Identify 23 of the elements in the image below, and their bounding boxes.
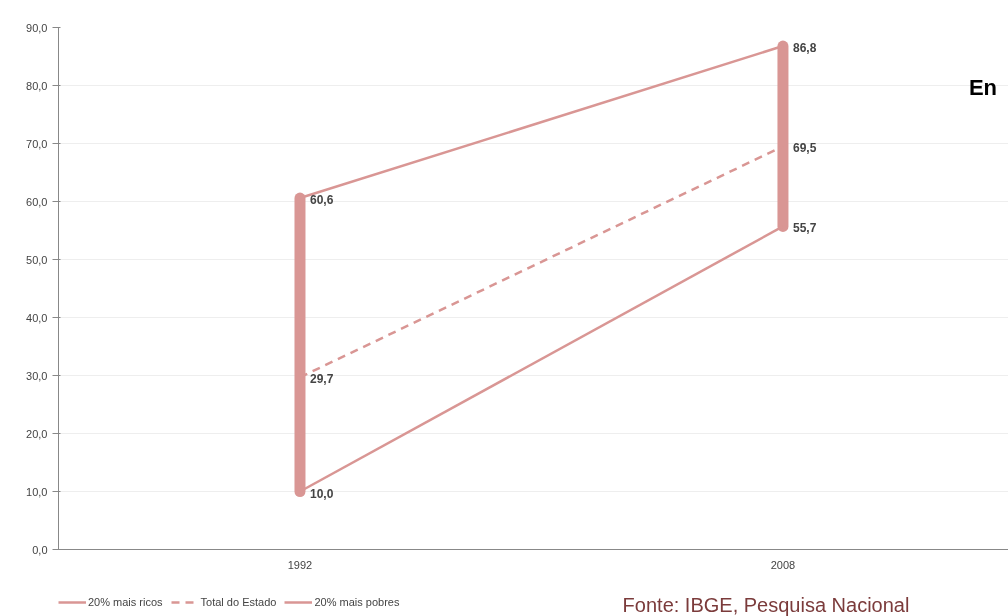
y-tick-label: 30,0 <box>26 369 48 382</box>
data-label: 55,7 <box>792 221 817 236</box>
legend-label: 20% mais ricos <box>88 596 163 608</box>
x-tick-label: 2008 <box>770 558 796 571</box>
data-label: 10,0 <box>309 486 334 501</box>
y-tick-label: 80,0 <box>26 79 48 92</box>
y-tick-label: 20,0 <box>26 427 48 440</box>
data-label: 29,7 <box>309 372 334 387</box>
y-tick-label: 60,0 <box>26 195 48 208</box>
legend-label: Total do Estado <box>200 596 277 608</box>
data-label: 60,6 <box>309 193 334 208</box>
x-tick-label: 1992 <box>287 558 313 571</box>
source-note: Fonte: IBGE, Pesquisa Nacional <box>622 593 910 616</box>
y-tick-label: 50,0 <box>26 253 48 266</box>
data-label: 69,5 <box>792 141 817 156</box>
y-tick-label: 90,0 <box>26 21 48 34</box>
data-label: 86,8 <box>792 41 817 56</box>
y-tick-label: 70,0 <box>26 137 48 150</box>
legend-label: 20% mais pobres <box>314 596 400 608</box>
annotation: En <box>968 75 998 101</box>
y-tick-label: 40,0 <box>26 311 48 324</box>
y-tick-label: 10,0 <box>26 485 48 498</box>
y-tick-label: 0,0 <box>32 543 48 556</box>
